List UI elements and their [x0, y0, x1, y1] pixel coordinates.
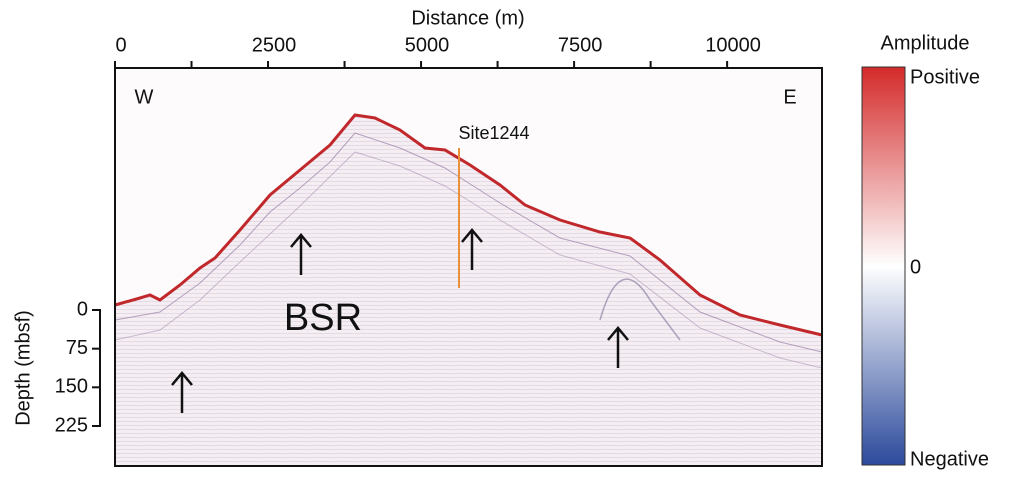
bsr-label: BSR	[284, 297, 362, 339]
figure: Distance (m) W E Site1244 BSR Depth (mbs…	[0, 0, 1013, 477]
x-axis-title: Distance (m)	[411, 7, 524, 29]
x-tick-label: 7500	[558, 34, 603, 56]
colorbar	[862, 67, 905, 465]
y-tick-label: 0	[77, 298, 88, 320]
label-east: E	[783, 86, 796, 108]
colorbar-label: Negative	[910, 448, 989, 470]
y-tick-label: 75	[66, 337, 88, 359]
y-tick-label: 225	[55, 414, 88, 436]
x-tick-label: 2500	[252, 34, 297, 56]
y-axis-title: Depth (mbsf)	[12, 310, 34, 426]
x-tick-label: 0	[115, 34, 126, 56]
colorbar-label: 0	[910, 256, 921, 278]
colorbar-title: Amplitude	[881, 32, 970, 54]
site-label: Site1244	[458, 123, 529, 143]
y-tick-label: 150	[55, 376, 88, 398]
colorbar-label: Positive	[910, 66, 980, 88]
label-west: W	[135, 86, 154, 108]
x-tick-label: 10000	[705, 34, 761, 56]
x-tick-label: 5000	[405, 34, 450, 56]
